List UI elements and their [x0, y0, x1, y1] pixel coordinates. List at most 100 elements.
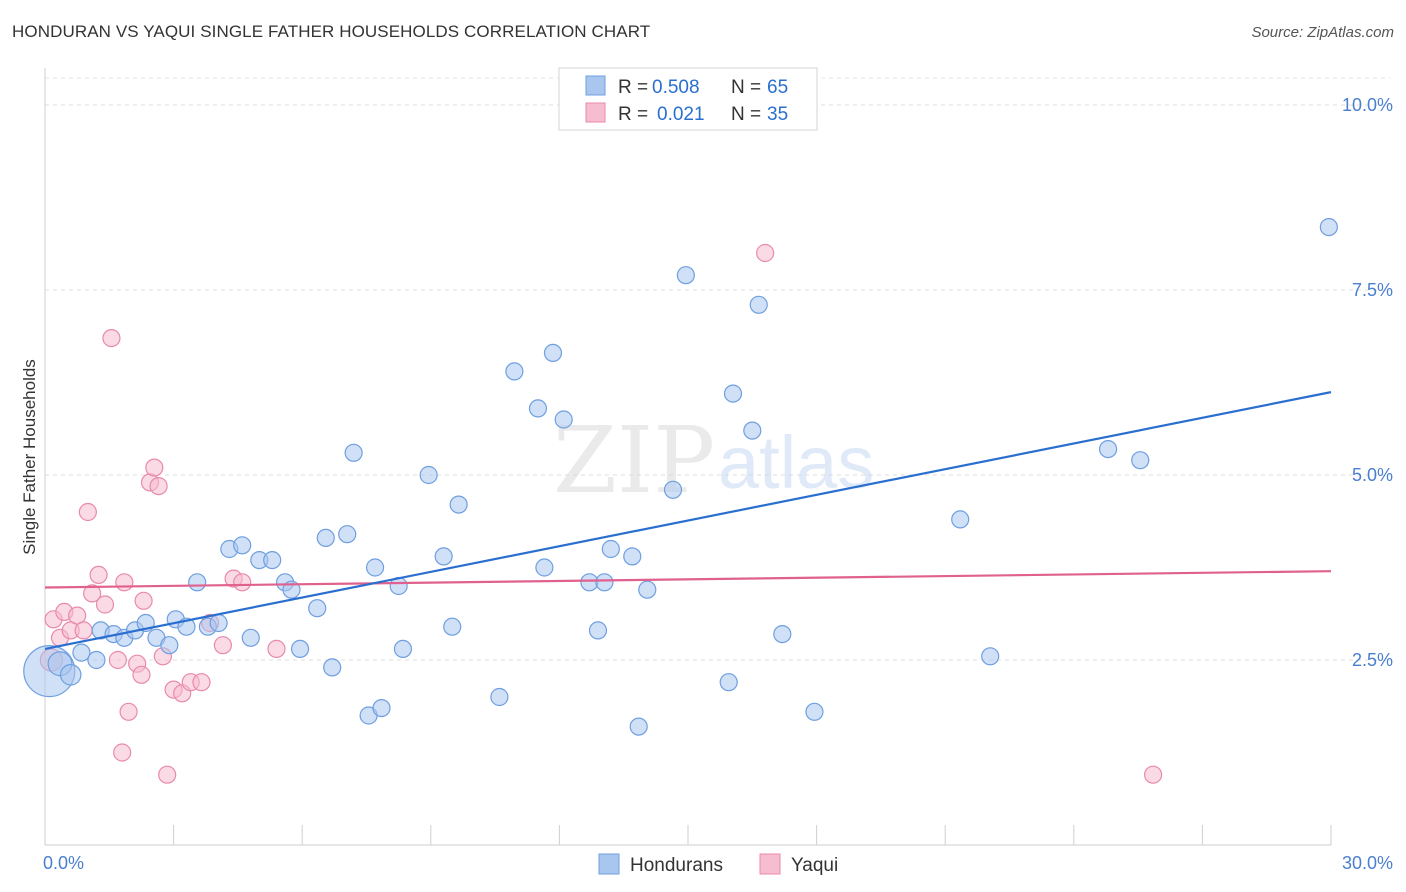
hondurans-trend-line [44, 391, 1332, 650]
honduran-point [188, 573, 207, 592]
honduran-point [719, 673, 738, 692]
y-tick-label: 2.5% [1352, 650, 1393, 670]
yaqui-point [192, 673, 211, 692]
x-tick-label: 30.0% [1342, 853, 1393, 873]
chart-title: HONDURAN VS YAQUI SINGLE FATHER HOUSEHOL… [12, 22, 651, 41]
yaqui-point [213, 636, 232, 655]
honduran-point [676, 266, 695, 285]
yaqui-point [119, 702, 138, 721]
stats-legend: R = 0.508 N = 65 R = 0.021 N = 35 [558, 67, 818, 131]
legend-hondurans-swatch[interactable] [598, 853, 620, 875]
honduran-point [87, 650, 106, 670]
yaqui-point [89, 565, 108, 585]
hondurans-swatch [585, 75, 606, 96]
yaqui-point [134, 591, 153, 610]
honduran-point [629, 717, 648, 736]
yaqui-point [132, 665, 151, 684]
honduran-point [209, 613, 228, 633]
honduran-point [601, 539, 620, 559]
stats-n-value-1: 65 [767, 77, 788, 98]
honduran-point [338, 525, 357, 544]
yaqui-point [108, 650, 127, 670]
yaqui-point [145, 458, 164, 477]
honduran-point [443, 617, 462, 636]
honduran-point [595, 573, 614, 592]
yaqui-point [78, 502, 97, 522]
honduran-point [638, 580, 657, 599]
tick-layer: 2.5% 5.0% 7.5% 10.0% 0.0% 30.0% [43, 95, 1393, 873]
watermark: ZIP atlas [553, 407, 874, 514]
honduran-point [316, 528, 335, 548]
yaqui-point [158, 765, 177, 784]
honduran-point [72, 643, 91, 662]
stats-n-label-1: N = [731, 77, 761, 98]
honduran-point [59, 663, 82, 686]
watermark-zip: ZIP [553, 407, 715, 514]
yaqui-point [102, 329, 121, 348]
honduran-point [505, 362, 524, 381]
honduran-point [663, 480, 683, 499]
yaqui-swatch [585, 102, 606, 123]
honduran-point [393, 639, 413, 659]
stats-r-label-2: R = [618, 104, 648, 125]
honduran-point [1098, 440, 1118, 459]
stats-r-value-1: 0.508 [652, 77, 700, 98]
honduran-point [263, 550, 282, 570]
honduran-point [372, 698, 391, 718]
honduran-point [449, 495, 468, 514]
stats-r-value-2: 0.021 [657, 104, 705, 125]
honduran-point [623, 547, 642, 566]
honduran-point [543, 343, 563, 362]
series-legend: Hondurans Yaqui [598, 853, 838, 876]
yaqui-point [113, 743, 132, 762]
honduran-point [308, 599, 327, 618]
honduran-point [434, 547, 453, 566]
legend-yaqui-swatch[interactable] [759, 853, 781, 875]
honduran-point [1131, 451, 1150, 470]
yaqui-trend-line [44, 570, 1332, 589]
honduran-point [1319, 218, 1338, 237]
honduran-point [490, 687, 509, 707]
yaqui-point [149, 477, 168, 496]
yaqui-point [756, 243, 775, 263]
yaqui-point [233, 573, 252, 592]
yaqui-point [83, 584, 102, 603]
honduran-point [723, 384, 743, 403]
honduran-point [528, 399, 548, 418]
honduran-point [749, 295, 768, 314]
yaqui-point [74, 621, 93, 640]
yaqui-point [115, 573, 134, 592]
y-tick-label: 7.5% [1352, 280, 1393, 300]
y-axis-title: Single Father Households [20, 359, 39, 555]
honduran-point [743, 421, 762, 440]
yaqui-point [267, 639, 286, 659]
watermark-atlas: atlas [718, 421, 874, 504]
y-tick-label: 10.0% [1342, 95, 1393, 115]
legend-hondurans-label[interactable]: Hondurans [630, 855, 723, 876]
trend-layer [44, 391, 1332, 650]
legend-yaqui-label[interactable]: Yaqui [791, 855, 838, 876]
honduran-point [535, 558, 554, 577]
honduran-point [981, 647, 1000, 666]
honduran-point [241, 628, 260, 647]
honduran-point [365, 558, 385, 577]
honduran-point [951, 510, 970, 529]
honduran-point [554, 410, 573, 429]
hondurans-points [23, 218, 1338, 736]
honduran-point [233, 536, 252, 555]
honduran-point [419, 465, 438, 485]
honduran-point [344, 443, 363, 462]
yaqui-point [95, 595, 115, 614]
honduran-point [160, 636, 179, 655]
stats-r-label-1: R = [618, 77, 648, 98]
honduran-point [773, 624, 792, 644]
yaqui-point [1144, 765, 1163, 784]
honduran-point [290, 639, 310, 659]
stats-n-value-2: 35 [767, 104, 788, 125]
x-tick-label: 0.0% [43, 853, 84, 873]
honduran-point [805, 702, 824, 721]
honduran-point [588, 621, 608, 640]
honduran-point [323, 658, 342, 677]
y-tick-label: 5.0% [1352, 465, 1393, 485]
